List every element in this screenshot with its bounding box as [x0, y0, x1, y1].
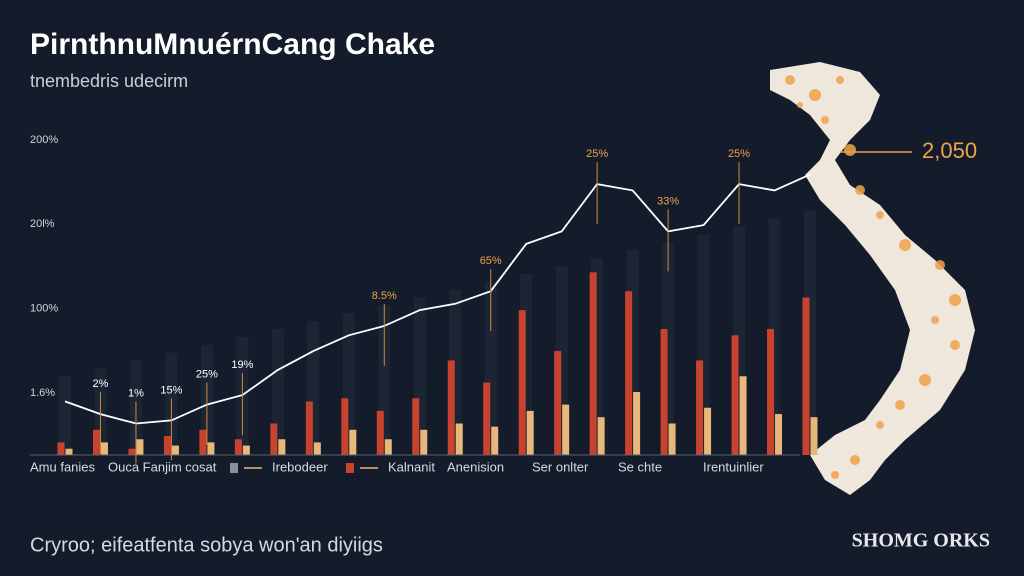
bar — [633, 392, 641, 455]
bar — [731, 335, 739, 455]
bar — [270, 423, 278, 455]
annotation: 8.5% — [372, 290, 397, 302]
bar — [171, 445, 179, 455]
legend-label: Kalnanit — [388, 459, 435, 474]
bar — [199, 429, 207, 455]
y-axis-label: 100% — [30, 303, 58, 315]
bar — [696, 360, 704, 455]
bar — [483, 382, 491, 455]
annotation: 19% — [231, 359, 253, 371]
bar — [562, 404, 570, 455]
bar — [739, 376, 747, 455]
bar — [349, 429, 357, 455]
legend-swatch — [346, 463, 354, 473]
bar — [92, 429, 100, 455]
bar — [57, 442, 65, 455]
bar — [767, 329, 775, 455]
bar — [341, 398, 349, 455]
bar — [313, 442, 321, 455]
bar — [668, 423, 676, 455]
annotation: 25% — [586, 148, 608, 160]
bar — [136, 439, 144, 455]
bar — [704, 407, 712, 455]
chart-title: PirnthnuMnuérnCang Chake — [30, 28, 435, 61]
bar — [412, 398, 420, 455]
map — [770, 62, 975, 495]
legend-label: Ouca Fanjim cosat — [108, 459, 217, 474]
legend-label: Se chte — [618, 459, 662, 474]
annotation: 25% — [196, 369, 218, 381]
bar — [660, 329, 668, 455]
bar — [554, 351, 562, 455]
bar — [278, 439, 286, 455]
backdrop-column — [59, 376, 71, 455]
legend-swatch — [230, 463, 238, 473]
legend-label: Irebodeer — [272, 459, 328, 474]
legend-label: Amu fanies — [30, 459, 96, 474]
bar — [589, 272, 597, 455]
bar — [128, 448, 136, 455]
annotation: 33% — [657, 195, 679, 207]
legend-label: Anenision — [447, 459, 504, 474]
legend-label: Irentuinlier — [703, 459, 764, 474]
bar — [491, 426, 499, 455]
bar — [518, 310, 526, 455]
y-axis-label: 200% — [30, 134, 58, 146]
line — [64, 173, 811, 425]
bar — [376, 410, 384, 455]
bar — [597, 417, 605, 455]
bar — [65, 448, 73, 455]
bar — [305, 401, 313, 455]
y-axis-label: 1.6% — [30, 387, 55, 399]
brand: SHOMG ORKS — [852, 530, 990, 552]
bar — [775, 414, 783, 455]
subtitle: tnembedris udecirm — [30, 71, 188, 91]
annotation: 2% — [93, 378, 109, 390]
bar — [447, 360, 455, 455]
bar — [207, 442, 215, 455]
annotation: 1% — [128, 387, 144, 399]
annotation: 15% — [160, 384, 182, 396]
bar — [420, 429, 428, 455]
bar — [384, 439, 392, 455]
bar — [242, 445, 250, 455]
bar — [810, 417, 818, 455]
bar — [234, 439, 242, 455]
bar — [625, 291, 633, 455]
caption: Cryroo; eifeatfenta sobya won'an diyiigs — [30, 534, 383, 556]
annotation: 25% — [728, 148, 750, 160]
bar — [526, 410, 534, 455]
bar — [455, 423, 463, 455]
legend-label: Ser onlter — [532, 459, 589, 474]
annotation: 65% — [480, 255, 502, 267]
bar — [163, 436, 171, 455]
callout: 2,050 — [922, 138, 977, 163]
y-axis-label: 20l% — [30, 218, 55, 230]
bar — [802, 297, 810, 455]
bar — [100, 442, 108, 455]
